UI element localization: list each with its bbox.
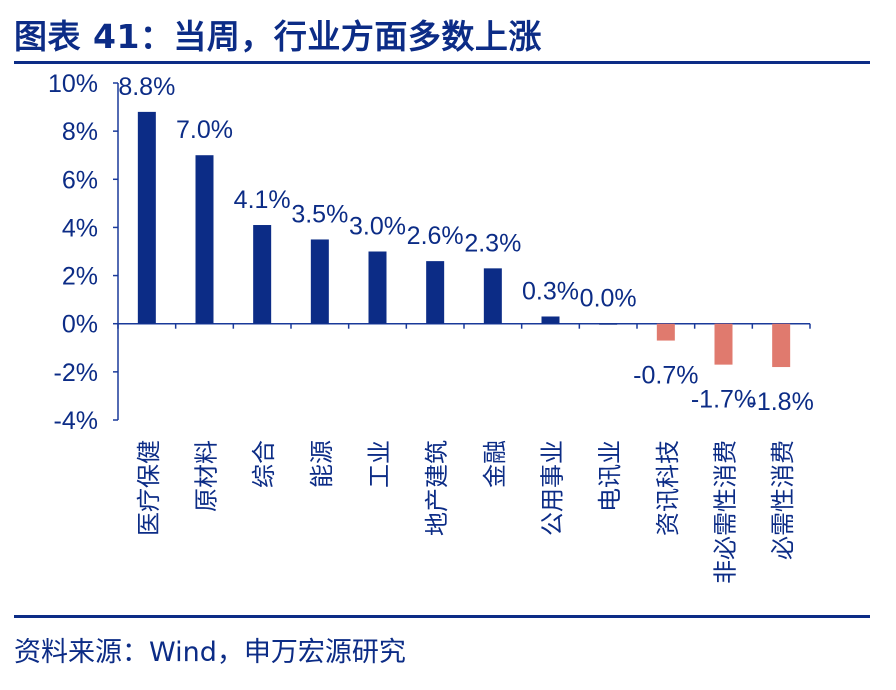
y-tick-label: 6% <box>62 166 98 194</box>
category-label: 工业 <box>367 440 394 488</box>
bar-工业 <box>368 251 387 324</box>
bar-医疗保健 <box>137 111 156 324</box>
y-tick-label: 8% <box>62 118 98 146</box>
bar-能源 <box>310 239 329 324</box>
figure-title: 图表 41：当周，行业方面多数上涨 <box>14 17 542 56</box>
value-label: 0.0% <box>580 285 637 313</box>
category-label: 地产建筑 <box>424 440 451 536</box>
value-label: 2.3% <box>464 229 521 257</box>
value-label: -0.7% <box>633 362 698 390</box>
bar-综合 <box>253 225 272 324</box>
value-label: -1.8% <box>749 388 814 416</box>
value-label: -1.7% <box>691 386 756 414</box>
footer-divider <box>14 615 870 618</box>
bar-电讯业 <box>599 323 618 325</box>
value-label: 3.0% <box>349 213 406 241</box>
y-tick-label: 4% <box>62 214 98 242</box>
category-label: 能源 <box>309 440 336 488</box>
category-label: 金融 <box>482 440 509 488</box>
bar-series <box>137 111 791 368</box>
title-divider <box>14 61 870 64</box>
y-axis: 10% 8% 6% 4% 2% 0% -2% -4% <box>48 70 811 435</box>
y-tick-label: -2% <box>54 359 98 387</box>
value-label: 2.6% <box>407 222 464 250</box>
bar-金融 <box>483 268 502 324</box>
y-tick-label: 2% <box>62 263 98 291</box>
category-label: 原材料 <box>194 440 221 512</box>
y-tick-label: 0% <box>62 311 98 339</box>
value-label: 3.5% <box>291 200 348 228</box>
x-axis-labels: 医疗保健 原材料 综合 能源 工业 地产建筑 金融 公用事业 电讯业 资讯科技 非必需性消费 必需性消… <box>136 440 797 584</box>
bar-资讯科技 <box>656 323 675 341</box>
bar-原材料 <box>195 155 214 324</box>
category-label: 公用事业 <box>540 440 567 536</box>
data-labels: 8.8%7.0% 4.1%3.5% 3.0% 2.6% 2.3%0.3% 0.0% -0.7… <box>118 73 813 416</box>
bar-必需性消费 <box>772 323 791 368</box>
category-label: 资讯科技 <box>655 440 682 536</box>
source-note: 资料来源：Wind，申万宏源研究 <box>14 637 406 668</box>
value-label: 4.1% <box>234 186 291 214</box>
bar-公用事业 <box>541 316 560 324</box>
bar-chart: 10% 8% 6% 4% 2% 0% -2% -4% 8.8%7.0% 4.1%3.5% 3.0%… <box>48 70 814 584</box>
bar-地产建筑 <box>426 261 445 324</box>
category-label: 非必需性消费 <box>713 440 740 584</box>
bar-非必需性消费 <box>714 323 733 365</box>
y-tick-label: -4% <box>54 407 98 435</box>
category-label: 医疗保健 <box>136 440 163 536</box>
value-label: 7.0% <box>176 116 233 144</box>
value-label: 0.3% <box>522 277 579 305</box>
category-label: 必需性消费 <box>770 440 797 560</box>
value-label: 8.8% <box>118 73 175 101</box>
y-tick-label: 10% <box>48 70 98 98</box>
category-label: 电讯业 <box>597 440 624 512</box>
category-label: 综合 <box>251 440 278 488</box>
